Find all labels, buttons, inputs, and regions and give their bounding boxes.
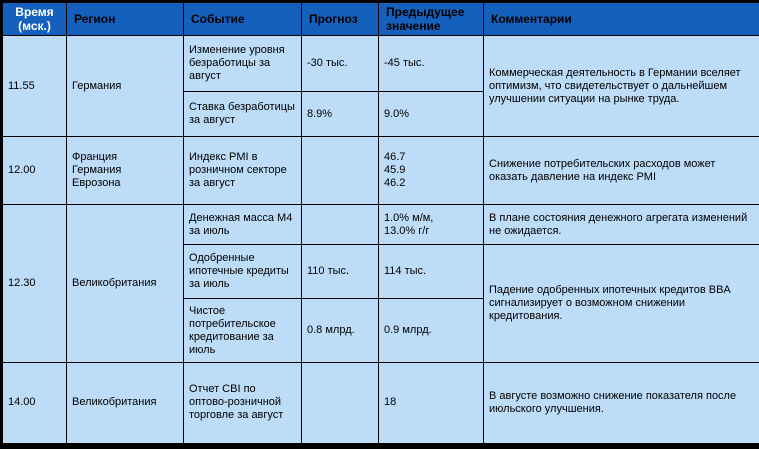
table-row: 11.55 Германия Изменение уровня безработ… bbox=[1, 35, 759, 137]
comment-cell: Снижение потребительских расходов может … bbox=[483, 136, 759, 205]
forecast-cell: 110 тыс. bbox=[301, 244, 379, 299]
event-cell: Чистое потребительское кредитование за и… bbox=[183, 298, 302, 363]
comment-cell: Падение одобренных ипотечных кредитов BB… bbox=[483, 244, 759, 363]
col-header-comments: Комментарии bbox=[483, 1, 759, 36]
comment-cell: Коммерческая деятельность в Германии все… bbox=[483, 35, 759, 137]
table-row: 14.00 Великобритания Отчет CBI по оптово… bbox=[1, 362, 759, 446]
forecast-cell bbox=[301, 204, 379, 245]
previous-cell: 114 тыс. bbox=[378, 244, 484, 299]
col-header-previous: Предыдущее значение bbox=[378, 1, 484, 36]
time-cell: 11.55 bbox=[1, 35, 67, 137]
col-header-event: Событие bbox=[183, 1, 302, 36]
col-header-forecast: Прогноз bbox=[301, 1, 379, 36]
table-row: Ставка безработицы за август 8.9% 9.0% bbox=[2, 91, 759, 137]
header-row: Время (мск.) Регион Событие Прогноз Пред… bbox=[1, 1, 759, 36]
previous-cell: 9.0% bbox=[378, 91, 484, 137]
region-cell: Франция Германия Еврозона bbox=[66, 136, 184, 205]
table-row: 12.00 Франция Германия Еврозона Индекс P… bbox=[1, 136, 759, 205]
forecast-cell: 0.8 млрд. bbox=[301, 298, 379, 363]
region-cell: Великобритания bbox=[66, 362, 184, 446]
event-cell: Одобренные ипотечные кредиты за июль bbox=[183, 244, 302, 299]
forecast-cell bbox=[301, 362, 379, 446]
table-row: Чистое потребительское кредитование за и… bbox=[2, 298, 759, 363]
time-cell: 12.30 bbox=[1, 204, 67, 363]
previous-cell: -45 тыс. bbox=[378, 35, 484, 92]
table-row: 12.30 Великобритания Денежная масса M4 з… bbox=[1, 204, 759, 363]
time-cell: 14.00 bbox=[1, 362, 67, 446]
forecast-cell: -30 тыс. bbox=[301, 35, 379, 92]
event-cell: Денежная масса M4 за июль bbox=[183, 204, 302, 245]
event-cell: Индекс PMI в розничном секторе за август bbox=[183, 136, 302, 205]
col-header-time: Время (мск.) bbox=[1, 1, 67, 36]
table-row: Одобренные ипотечные кредиты за июль 110… bbox=[2, 244, 759, 363]
previous-cell: 46.7 45.9 46.2 bbox=[378, 136, 484, 205]
event-cell: Ставка безработицы за август bbox=[183, 91, 302, 137]
col-header-region: Регион bbox=[66, 1, 184, 36]
previous-cell: 0.9 млрд. bbox=[378, 298, 484, 363]
event-cell: Изменение уровня безработицы за август bbox=[183, 35, 302, 92]
comment-cell: В плане состояния денежного агрегата изм… bbox=[483, 204, 759, 245]
forecast-cell: 8.9% bbox=[301, 91, 379, 137]
region-cell: Великобритания bbox=[66, 204, 184, 363]
previous-cell: 1.0% м/м, 13.0% г/г bbox=[378, 204, 484, 245]
comment-cell: В августе возможно снижение показателя п… bbox=[483, 362, 759, 446]
region-cell: Германия bbox=[66, 35, 184, 137]
time-cell: 12.00 bbox=[1, 136, 67, 205]
forecast-cell bbox=[301, 136, 379, 205]
previous-cell: 18 bbox=[378, 362, 484, 446]
event-cell: Отчет CBI по оптово-розничной торговле з… bbox=[183, 362, 302, 446]
